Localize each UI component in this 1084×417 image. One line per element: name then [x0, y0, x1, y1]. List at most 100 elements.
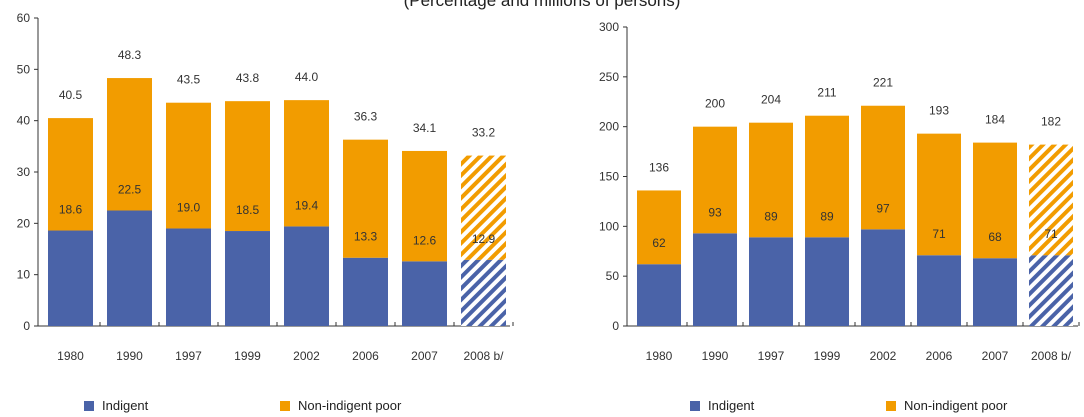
x-tick-label: 1999 — [814, 349, 841, 363]
legend-label: Non-indigent poor — [298, 398, 402, 413]
x-tick-label: 2002 — [870, 349, 897, 363]
bar-indigent — [166, 228, 211, 326]
bar-non-indigent — [284, 100, 329, 227]
x-tick-label: 1990 — [702, 349, 729, 363]
data-label-total: 136 — [649, 160, 669, 174]
bar-indigent — [343, 257, 388, 326]
data-label-indigent: 97 — [876, 201, 890, 215]
data-label-total: 43.8 — [236, 71, 260, 85]
data-label-indigent: 19.4 — [295, 198, 319, 212]
bar-indigent — [284, 226, 329, 326]
y-tick-label: 150 — [599, 170, 619, 184]
data-label-indigent: 71 — [1044, 227, 1058, 241]
data-label-indigent: 12.6 — [413, 233, 437, 247]
bar-non-indigent — [749, 122, 793, 238]
bar-indigent — [1029, 255, 1073, 326]
chart-percentage: 0 10 20 30 40 50 60 18.6 40.5 1980 22.5 48.3 1990 19.… — [17, 11, 514, 363]
y-tick-label: 0 — [612, 319, 619, 333]
bar-non-indigent — [973, 142, 1017, 259]
x-tick-label: 1980 — [57, 349, 84, 363]
bar-indigent — [693, 233, 737, 326]
legend-non-indigent-left: Non-indigent poor — [280, 398, 401, 413]
data-label-indigent: 19.0 — [177, 200, 201, 214]
bar-indigent — [107, 210, 152, 326]
bar-non-indigent — [166, 102, 211, 229]
data-label-indigent: 89 — [764, 209, 778, 223]
x-tick-label: 2007 — [411, 349, 438, 363]
y-tick-label: 30 — [17, 165, 31, 179]
legend-indigent-right: Indigent — [690, 398, 754, 413]
y-tick-label: 50 — [606, 269, 620, 283]
y-tick-label: 60 — [17, 11, 31, 25]
data-label-total: 44.0 — [295, 70, 319, 84]
data-label-total: 43.5 — [177, 73, 201, 87]
bar-indigent — [973, 258, 1017, 326]
bar-non-indigent — [107, 78, 152, 211]
chart-title-fragment: (Percentage and millions of persons) — [403, 0, 681, 10]
x-tick-label: 2008 b/ — [463, 349, 504, 363]
chart-millions: 0 50 100 150 200 250 300 62 136 1980 93 200 1990 89 20… — [599, 20, 1080, 363]
bar-non-indigent — [805, 115, 849, 238]
bar-non-indigent — [48, 118, 93, 231]
x-tick-label: 2007 — [982, 349, 1009, 363]
bar-indigent — [461, 259, 506, 326]
x-tick-label: 1997 — [758, 349, 785, 363]
y-tick-label: 40 — [17, 114, 31, 128]
y-tick-label: 200 — [599, 120, 619, 134]
bar-non-indigent — [402, 150, 447, 262]
data-label-indigent: 89 — [820, 209, 834, 223]
x-tick-label: 2006 — [352, 349, 379, 363]
data-label-indigent: 71 — [932, 227, 946, 241]
bar-indigent — [861, 229, 905, 326]
data-label-total: 204 — [761, 93, 781, 107]
bar-indigent — [749, 237, 793, 326]
y-tick-label: 20 — [17, 216, 31, 230]
legend-swatch-indigent — [690, 400, 700, 411]
y-tick-label: 0 — [23, 319, 30, 333]
bar-non-indigent — [917, 133, 961, 256]
bar-non-indigent — [461, 155, 506, 260]
x-tick-label: 1980 — [646, 349, 673, 363]
legend-label: Indigent — [102, 398, 149, 413]
y-tick-label: 250 — [599, 70, 619, 84]
bar-non-indigent — [637, 190, 681, 265]
data-label-total: 221 — [873, 76, 893, 90]
legend-non-indigent-right: Non-indigent poor — [886, 398, 1007, 413]
x-tick-label: 1990 — [116, 349, 143, 363]
legend-swatch-non-indigent — [280, 400, 290, 411]
y-tick-label: 10 — [17, 268, 31, 282]
data-label-indigent: 62 — [652, 236, 666, 250]
legend-label: Non-indigent poor — [904, 398, 1008, 413]
x-tick-label: 2006 — [926, 349, 953, 363]
bar-non-indigent — [1029, 144, 1073, 256]
data-label-indigent: 13.3 — [354, 230, 378, 244]
data-label-total: 36.3 — [354, 110, 378, 124]
data-label-indigent: 68 — [988, 230, 1002, 244]
x-tick-label: 1999 — [234, 349, 261, 363]
data-label-total: 182 — [1041, 115, 1061, 129]
bar-non-indigent — [861, 105, 905, 230]
x-tick-label: 2002 — [293, 349, 320, 363]
y-tick-label: 300 — [599, 20, 619, 34]
data-label-indigent: 18.6 — [59, 203, 83, 217]
bar-indigent — [637, 264, 681, 326]
x-tick-label: 1997 — [175, 349, 202, 363]
data-label-total: 33.2 — [472, 126, 496, 140]
bar-indigent — [225, 231, 270, 326]
data-label-indigent: 18.5 — [236, 203, 260, 217]
bar-non-indigent — [343, 139, 388, 258]
data-label-indigent: 22.5 — [118, 183, 142, 197]
bar-indigent — [917, 255, 961, 326]
legend-label: Indigent — [708, 398, 755, 413]
data-label-total: 48.3 — [118, 48, 142, 62]
data-label-total: 193 — [929, 104, 949, 118]
y-tick-label: 50 — [17, 62, 31, 76]
bar-indigent — [805, 237, 849, 326]
data-label-total: 40.5 — [59, 88, 83, 102]
y-tick-label: 100 — [599, 219, 619, 233]
bar-indigent — [402, 261, 447, 326]
bar-non-indigent — [225, 101, 270, 232]
data-label-total: 200 — [705, 97, 725, 111]
data-label-indigent: 93 — [708, 205, 722, 219]
x-tick-label: 2008 b/ — [1031, 349, 1072, 363]
